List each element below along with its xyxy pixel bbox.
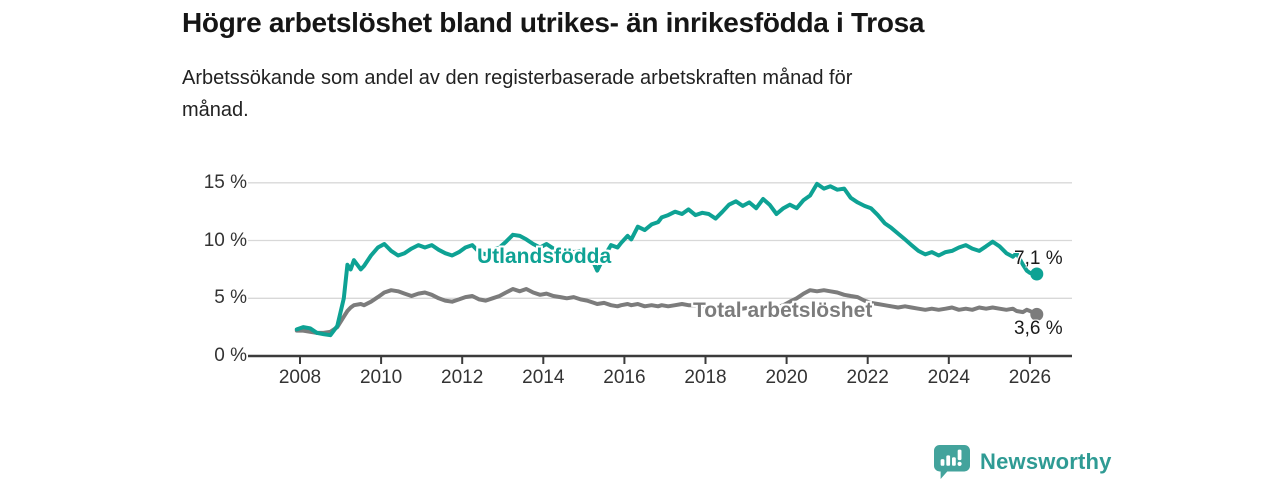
series-label-utlandsfodda: Utlandsfödda bbox=[477, 245, 612, 268]
x-axis-tick-label: 2016 bbox=[603, 367, 646, 388]
y-axis-tick-label: 0 % bbox=[214, 345, 247, 366]
x-axis-tick-label: 2012 bbox=[441, 367, 484, 388]
newsworthy-brand-text: Newsworthy bbox=[980, 449, 1112, 474]
y-axis-tick-label: 15 % bbox=[203, 171, 247, 193]
newsworthy-logo-icon bbox=[934, 444, 970, 480]
end-value-label-utlandsfodda: 7,1 % bbox=[1014, 248, 1063, 269]
subtitle-line-2: månad. bbox=[182, 99, 249, 121]
x-axis-tick-label: 2008 bbox=[278, 367, 322, 388]
x-axis-tick-label: 2020 bbox=[765, 367, 808, 388]
x-axis-tick-label: 2018 bbox=[684, 367, 727, 388]
chart-subtitle: Arbetssökande som andel av den registerb… bbox=[182, 62, 852, 126]
y-axis-tick-label: 5 % bbox=[214, 287, 247, 309]
x-axis-tick-label: 2010 bbox=[359, 367, 403, 388]
newsworthy-attribution: Newsworthy bbox=[933, 444, 1112, 480]
page-title: Högre arbetslöshet bland utrikes- än inr… bbox=[182, 7, 925, 38]
x-axis-tick-label: 2024 bbox=[927, 367, 970, 388]
x-axis-tick-label: 2022 bbox=[846, 367, 889, 388]
x-axis-tick-label: 2014 bbox=[522, 367, 565, 388]
subtitle-line-1: Arbetssökande som andel av den registerb… bbox=[182, 67, 853, 89]
y-axis-tick-label: 10 % bbox=[203, 229, 247, 251]
end-value-label-total-arbetsloshet: 3,6 % bbox=[1014, 318, 1063, 339]
series-label-total-arbetsloshet: Total arbetslöshet bbox=[693, 299, 873, 322]
x-axis-tick-label: 2026 bbox=[1008, 367, 1052, 388]
